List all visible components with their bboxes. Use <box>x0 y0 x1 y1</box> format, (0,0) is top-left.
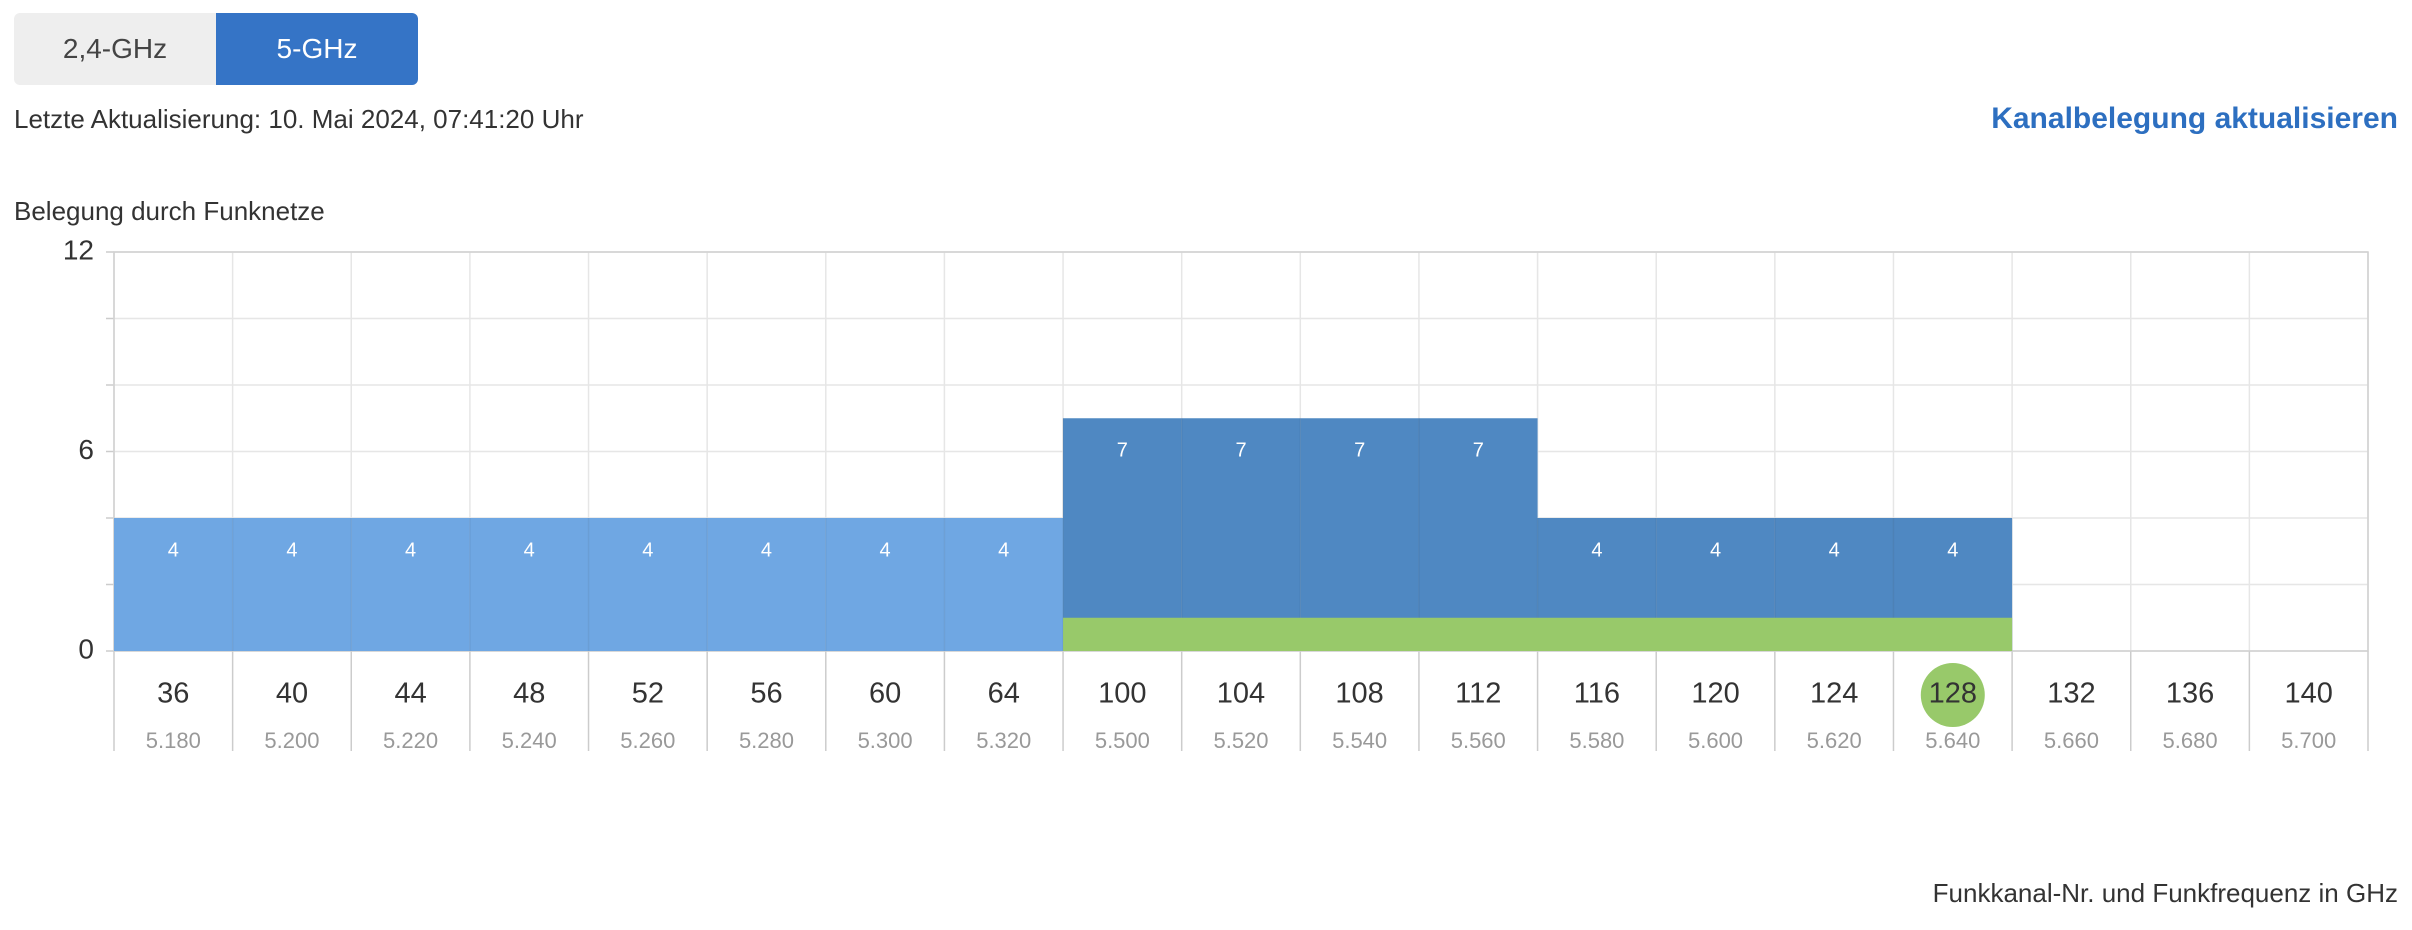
x-tick-label-frequency: 5.640 <box>1925 728 1980 753</box>
bar-value-label: 4 <box>524 539 535 561</box>
bar-channel-104[interactable] <box>1181 418 1301 651</box>
bar-channel-48[interactable] <box>469 518 589 651</box>
x-tick-label-frequency: 5.520 <box>1213 728 1268 753</box>
x-tick-label-frequency: 5.560 <box>1451 728 1506 753</box>
x-tick-label-channel: 44 <box>394 678 426 710</box>
x-tick-label-channel: 108 <box>1335 678 1383 710</box>
bar-channel-52[interactable] <box>588 518 708 651</box>
bar-channel-56[interactable] <box>707 518 826 651</box>
bar-value-label: 4 <box>1710 539 1721 561</box>
bar-channel-44[interactable] <box>351 518 470 651</box>
bar-value-label: 4 <box>761 539 772 561</box>
x-tick-label-channel: 132 <box>2047 678 2095 710</box>
x-tick-label-channel: 112 <box>1455 678 1501 710</box>
x-tick-label-channel: 140 <box>2284 678 2332 710</box>
bar-value-label: 4 <box>1591 539 1602 561</box>
x-tick-label-frequency: 5.700 <box>2281 728 2336 753</box>
bar-channel-60[interactable] <box>825 518 945 651</box>
x-axis-caption: Funkkanal-Nr. und Funkfrequenz in GHz <box>1932 878 2398 908</box>
x-tick-label-frequency: 5.220 <box>383 728 438 753</box>
bar-value-label: 7 <box>1354 440 1365 462</box>
y-tick-label: 6 <box>78 434 94 465</box>
x-tick-label-frequency: 5.620 <box>1807 728 1862 753</box>
bar-channel-64[interactable] <box>944 518 1064 651</box>
x-tick-label-channel: 60 <box>869 678 901 710</box>
x-tick-label-frequency: 5.320 <box>976 728 1031 753</box>
bar-value-label: 4 <box>405 539 416 561</box>
bar-value-label: 4 <box>1829 539 1840 561</box>
x-tick-label-frequency: 5.500 <box>1095 728 1150 753</box>
x-tick-label-channel: 104 <box>1217 678 1265 710</box>
bar-value-label: 7 <box>1473 440 1484 462</box>
x-tick-label-frequency: 5.280 <box>739 728 794 753</box>
x-tick-label-channel: 128 <box>1929 678 1977 710</box>
bar-value-label: 4 <box>286 539 297 561</box>
bar-channel-100[interactable] <box>1063 418 1182 651</box>
own-network-band <box>1063 617 2013 651</box>
x-tick-label-channel: 40 <box>276 678 308 710</box>
bar-value-label: 4 <box>1947 539 1958 561</box>
x-tick-label-frequency: 5.660 <box>2044 728 2099 753</box>
x-tick-label-frequency: 5.300 <box>858 728 913 753</box>
selected-channel-marker <box>1920 663 1985 727</box>
x-tick-label-channel: 56 <box>750 678 782 710</box>
y-tick-label: 12 <box>63 234 94 265</box>
band-switch: 2,4-GHz 5-GHz <box>14 13 418 85</box>
tab-2-4-ghz[interactable]: 2,4-GHz <box>14 13 216 85</box>
x-tick-label-channel: 48 <box>513 678 545 710</box>
x-tick-label-channel: 124 <box>1810 678 1858 710</box>
x-tick-label-frequency: 5.540 <box>1332 728 1387 753</box>
bar-channel-36[interactable] <box>114 518 233 651</box>
x-tick-label-channel: 120 <box>1691 678 1739 710</box>
x-tick-label-channel: 100 <box>1098 678 1146 710</box>
last-update-text: Letzte Aktualisierung: 10. Mai 2024, 07:… <box>14 104 584 134</box>
y-tick-label: 0 <box>78 633 94 664</box>
bar-channel-112[interactable] <box>1418 418 1538 651</box>
bar-value-label: 4 <box>880 539 891 561</box>
bar-value-label: 4 <box>998 539 1009 561</box>
x-tick-label-channel: 136 <box>2166 678 2214 710</box>
x-tick-label-frequency: 5.240 <box>502 728 557 753</box>
x-tick-label-frequency: 5.180 <box>146 728 201 753</box>
x-tick-label-frequency: 5.680 <box>2163 728 2218 753</box>
x-tick-label-channel: 36 <box>157 678 189 710</box>
tab-5-ghz[interactable]: 5-GHz <box>216 13 418 85</box>
bar-value-label: 7 <box>1117 440 1128 462</box>
x-tick-label-frequency: 5.200 <box>264 728 319 753</box>
bar-value-label: 4 <box>168 539 179 561</box>
x-tick-label-frequency: 5.600 <box>1688 728 1743 753</box>
bar-channel-108[interactable] <box>1300 418 1419 651</box>
x-tick-label-channel: 116 <box>1574 678 1620 710</box>
bar-value-label: 4 <box>642 539 653 561</box>
bar-value-label: 7 <box>1235 440 1246 462</box>
x-tick-label-channel: 52 <box>632 678 664 710</box>
chart-title: Belegung durch Funknetze <box>14 196 325 226</box>
bar-channel-40[interactable] <box>232 518 352 651</box>
x-tick-label-channel: 64 <box>988 678 1020 710</box>
refresh-channel-usage-link[interactable]: Kanalbelegung aktualisieren <box>1991 102 2398 135</box>
x-tick-label-frequency: 5.580 <box>1569 728 1624 753</box>
x-tick-label-frequency: 5.260 <box>620 728 675 753</box>
